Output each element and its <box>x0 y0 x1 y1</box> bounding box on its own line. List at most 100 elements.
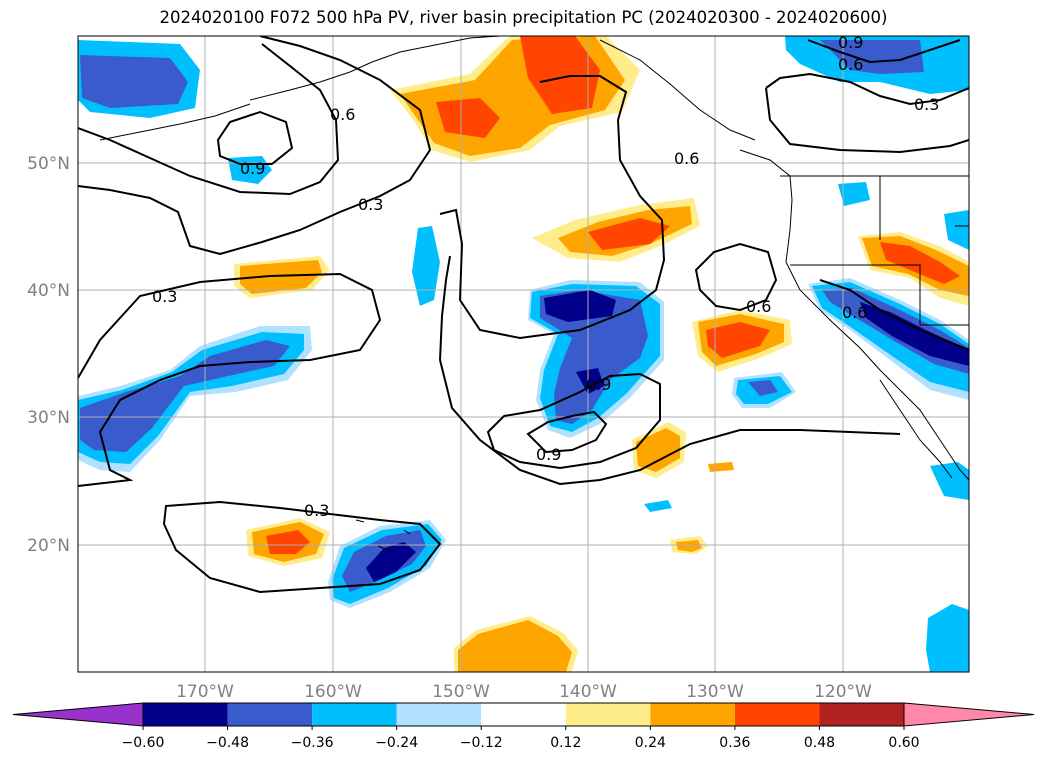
colorbar-segment <box>312 703 397 726</box>
colorbar-segment <box>227 703 313 726</box>
lat-label-40n: 40°N <box>27 281 70 301</box>
lon-label-160w: 160°W <box>304 682 362 702</box>
alaska-panhandle <box>599 39 756 141</box>
colorbar-tick-label: −0.60 <box>122 735 165 751</box>
contour-label: 0.6 <box>746 297 771 316</box>
pos-region-ca-west-core <box>706 322 770 358</box>
colorbar-tick-label: 0.60 <box>888 735 919 751</box>
contour-label: 0.9 <box>240 159 265 178</box>
colorbar-tick-label: −0.48 <box>206 735 249 751</box>
alaska-peninsula <box>99 103 251 141</box>
colorbar-segment <box>650 703 735 726</box>
pos-region-coast-core <box>880 242 960 284</box>
pos-region-south-mid <box>636 428 680 472</box>
precip-shading <box>78 36 969 672</box>
contour-line <box>438 255 901 486</box>
state-border-1 <box>790 264 969 326</box>
pv-contours <box>78 36 969 594</box>
baja <box>879 379 953 479</box>
contour-line <box>765 72 969 106</box>
colorbar-tick-label: −0.36 <box>291 735 334 751</box>
neg-region-small-5 <box>930 462 969 500</box>
neg-region-small-4 <box>944 210 969 250</box>
contour-labels: 0.3 0.3 0.3 0.3 0.6 0.6 0.6 0.6 0.6 0.9 … <box>152 33 939 520</box>
lat-label-20n: 20°N <box>27 536 70 556</box>
pos-region-bottom-mid <box>458 620 572 672</box>
neg-region-small-7 <box>926 604 969 672</box>
contour-label: 0.6 <box>838 55 863 74</box>
coastlines <box>99 36 969 553</box>
hawaii-islands <box>355 519 411 553</box>
pos-region-goa-core <box>436 98 500 138</box>
colorbar: −0.60 −0.48 −0.36 −0.24 −0.12 0.12 0.24 0.36 0.4… <box>12 702 1035 751</box>
contour-line <box>439 75 666 340</box>
pos-region-goa-core2 <box>520 36 600 114</box>
contour-label: 0.9 <box>838 33 863 52</box>
neg-region-hawaii-core <box>366 542 416 582</box>
lon-labels: 170°W 160°W 150°W 140°W 130°W 120°W <box>176 682 872 702</box>
gridlines <box>78 36 969 672</box>
contour-label: 0.3 <box>152 287 177 306</box>
lon-label-170w: 170°W <box>176 682 234 702</box>
contour-label: 0.6 <box>674 149 699 168</box>
us-west-coast <box>785 261 969 481</box>
neg-region-coast-core <box>860 302 969 366</box>
pos-region-east-core <box>588 218 670 250</box>
contour-line <box>694 242 778 312</box>
contour-line <box>216 110 294 165</box>
lon-label-150w: 150°W <box>432 682 490 702</box>
colorbar-segment <box>481 703 566 726</box>
contour-line <box>486 372 661 470</box>
contour-line <box>162 500 442 594</box>
neg-region-strip <box>412 226 440 306</box>
neg-region-ne-core <box>820 40 924 74</box>
colorbar-tick-label: 0.12 <box>550 735 581 751</box>
contour-line <box>526 410 608 454</box>
colorbar-segment <box>819 703 904 726</box>
pos-region-small-2 <box>708 462 734 472</box>
neg-region-center-core2 <box>576 368 604 394</box>
neg-region-nw-core <box>80 55 188 108</box>
contour-label: 0.9 <box>536 445 561 464</box>
contour-line <box>78 272 382 487</box>
neg-region-center-mid <box>540 290 648 424</box>
contour-label: 0.3 <box>304 501 329 520</box>
neg-region-small-6 <box>644 500 672 512</box>
pos-region-west-mid <box>240 260 322 294</box>
pos-region-small-1-mid <box>676 540 702 552</box>
colorbar-tick-label: −0.12 <box>460 735 503 751</box>
contour-label: 0.6 <box>330 105 355 124</box>
contour-label: 0.3 <box>358 195 383 214</box>
contour-line <box>807 39 961 64</box>
lat-label-30n: 30°N <box>27 408 70 428</box>
neg-region-band-mid <box>80 340 290 452</box>
contour-line <box>78 36 432 256</box>
pos-region-hawaii-core <box>266 530 310 554</box>
colorbar-tick-label: 0.48 <box>804 735 835 751</box>
colorbar-segment <box>396 703 482 726</box>
figure-title: 2024020100 F072 500 hPa PV, river basin … <box>159 8 888 27</box>
colorbar-extend-min <box>12 702 144 727</box>
lat-label-50n: 50°N <box>27 154 70 174</box>
contour-label: 0.9 <box>586 375 611 394</box>
contour-label: 0.6 <box>842 303 867 322</box>
colorbar-tick-label: −0.24 <box>375 735 418 751</box>
colorbar-extend-max <box>903 702 1035 727</box>
bc-coast <box>739 149 793 263</box>
neg-region-small-3-mid <box>748 380 778 396</box>
lat-labels: 20°N 30°N 40°N 50°N <box>27 154 70 556</box>
contour-line <box>78 43 340 196</box>
colorbar-segment <box>565 703 651 726</box>
lon-label-130w: 130°W <box>686 682 744 702</box>
colorbar-segment <box>734 703 820 726</box>
alaska-coast <box>249 36 501 101</box>
lon-label-120w: 120°W <box>814 682 872 702</box>
colorbar-frame <box>142 702 905 727</box>
neg-region-center-core <box>544 290 616 322</box>
contour-line <box>819 279 969 351</box>
map-frame <box>77 35 970 673</box>
colorbar-tick-label: 0.24 <box>635 735 666 751</box>
contour-line <box>765 87 969 154</box>
